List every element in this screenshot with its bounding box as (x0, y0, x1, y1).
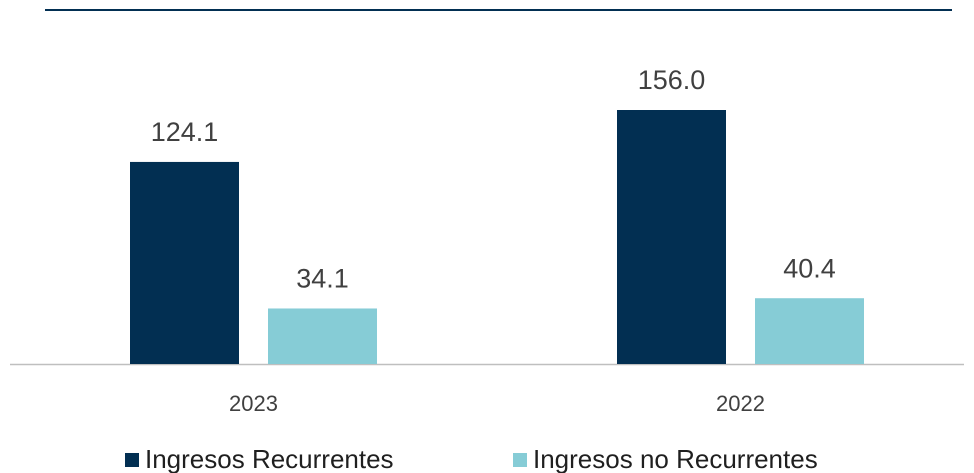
bar (130, 161, 239, 364)
legend-label: Ingresos no Recurrentes (533, 444, 818, 473)
bar (268, 308, 377, 364)
legend-label: Ingresos Recurrentes (145, 444, 394, 473)
bar (617, 110, 726, 364)
bar (755, 298, 864, 364)
legend-swatch (513, 453, 527, 467)
data-label: 34.1 (296, 264, 349, 294)
data-label: 40.4 (783, 253, 836, 283)
data-label: 124.1 (151, 117, 219, 147)
x-tick-label: 2023 (229, 391, 278, 416)
data-label: 156.0 (638, 65, 706, 95)
legend-swatch (125, 453, 139, 467)
x-tick-label: 2022 (716, 391, 765, 416)
